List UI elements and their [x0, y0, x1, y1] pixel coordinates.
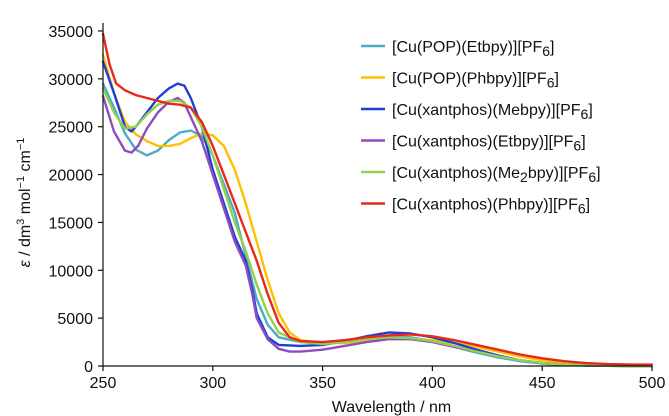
series-layer: [101, 32, 654, 368]
y-axis-title-part: −1: [15, 176, 27, 189]
y-tick-label: 10000: [49, 263, 94, 280]
y-tick-label: 35000: [49, 24, 94, 41]
y-axis-title-part: mol: [17, 188, 34, 218]
legend-label-part: ]: [588, 102, 592, 119]
legend-label-part: ]: [555, 71, 559, 88]
legend-label-5: [Cu(xantphos)(Me2bpy)][PF6]: [392, 165, 601, 185]
x-tick-label: 300: [199, 375, 226, 392]
x-tick-label: 400: [419, 375, 446, 392]
x-tick-label: 500: [639, 375, 666, 392]
legend-label-1: [Cu(POP)(Etbpy)][PF6]: [392, 39, 555, 59]
legend-label-6: [Cu(xantphos)(Phbpy)][PF6]: [392, 197, 590, 217]
x-tick-label: 250: [90, 375, 117, 392]
y-axis-title-part: −1: [15, 138, 27, 151]
legend-label-part: [Cu(POP)(Etbpy)][PF: [392, 39, 542, 56]
y-axis-title-part: 3: [15, 219, 27, 225]
y-axis-title: ε / dm3 mol−1 cm−1: [15, 138, 34, 268]
legend-label-part: ]: [586, 197, 590, 214]
legend-label-part: ]: [581, 134, 585, 151]
legend-label-part: 6: [581, 106, 589, 122]
y-axis-title-part: cm: [17, 150, 34, 176]
legend-label-part: 2: [520, 169, 528, 185]
y-tick-label: 30000: [49, 72, 94, 89]
series-line-1: [101, 82, 654, 368]
x-tick-label: 450: [529, 375, 556, 392]
y-axis-ticks: 0 5000 10000 15000 20000 25000 30000 35000: [49, 24, 103, 376]
legend-label-3: [Cu(xantphos)(Mebpy)][PF6]: [392, 102, 593, 122]
y-axis-title-symbol: ε: [17, 259, 34, 267]
legend-label-part: bpy)][PF: [528, 165, 589, 182]
series-line-6: [101, 32, 654, 366]
y-axis-title-part: / dm: [17, 225, 34, 261]
legend-label-part: 6: [547, 75, 555, 91]
legend-label-part: 6: [573, 138, 581, 154]
legend-label-part: ]: [550, 39, 554, 56]
legend-label-part: [Cu(xantphos)(Phbpy)][PF: [392, 197, 578, 214]
y-tick-label: 15000: [49, 215, 94, 232]
y-tick-label: 5000: [57, 311, 93, 328]
series-line-2: [101, 53, 654, 368]
legend-label-4: [Cu(xantphos)(Etbpy)][PF6]: [392, 134, 586, 154]
legend-label-part: [Cu(POP)(Phbpy)][PF: [392, 71, 547, 88]
legend-label-part: 6: [542, 43, 550, 59]
legend-label-part: [Cu(xantphos)(Mebpy)][PF: [392, 102, 581, 119]
y-tick-label: 0: [84, 359, 93, 376]
legend: [Cu(POP)(Etbpy)][PF6][Cu(POP)(Phbpy)][PF…: [361, 39, 601, 217]
legend-label-part: [Cu(xantphos)(Etbpy)][PF: [392, 134, 574, 151]
series-line-5: [101, 87, 654, 368]
x-axis-title: Wavelength / nm: [332, 399, 451, 416]
legend-label-part: [Cu(xantphos)(Me: [392, 165, 520, 182]
y-tick-label: 20000: [49, 168, 94, 185]
legend-label-part: ]: [596, 165, 600, 182]
plot-area: 250 300 350 400 450 500 0 5000 10000 15000 20000 2…: [49, 23, 666, 392]
y-tick-label: 25000: [49, 120, 94, 137]
x-axis-ticks: 250 300 350 400 450 500: [90, 366, 666, 392]
legend-label-2: [Cu(POP)(Phbpy)][PF6]: [392, 71, 559, 91]
legend-label-part: 6: [588, 169, 596, 185]
x-tick-label: 350: [309, 375, 336, 392]
legend-label-part: 6: [578, 201, 586, 217]
